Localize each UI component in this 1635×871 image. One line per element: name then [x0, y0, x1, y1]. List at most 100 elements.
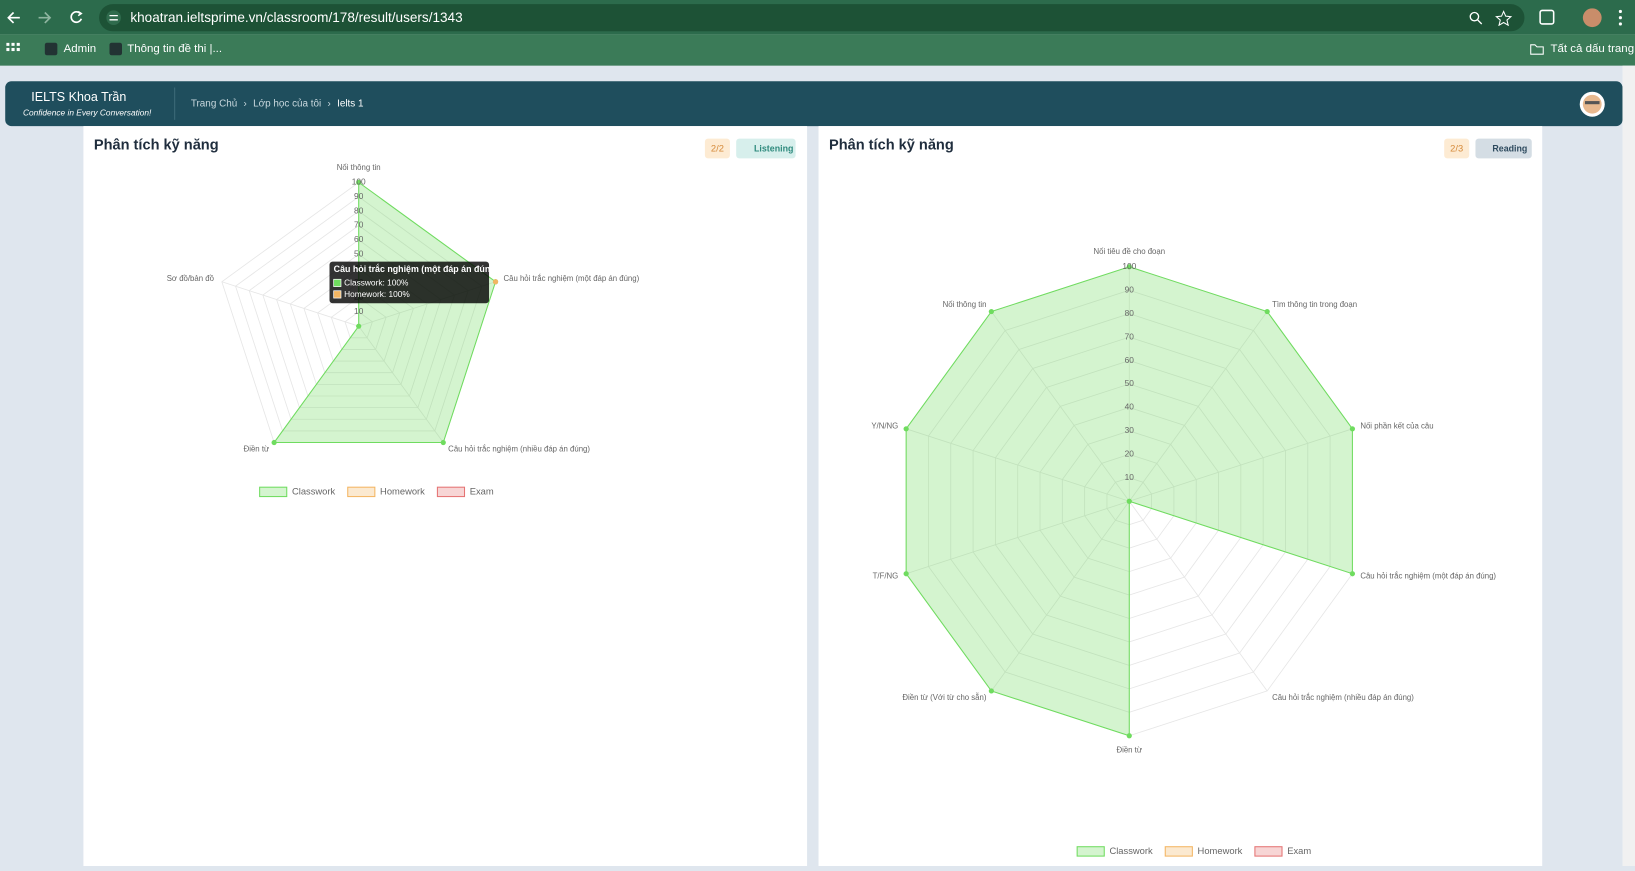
divider — [174, 87, 176, 120]
spoke — [906, 500, 1130, 575]
toolbar-icons[interactable] — [1537, 6, 1631, 29]
crumb[interactable]: Lớp học của tôi — [253, 97, 322, 110]
point — [1264, 308, 1270, 315]
radar-chart: Phân tích kỹ năng2/2Listening10203040506… — [94, 138, 796, 498]
r-tick-label: 20 — [1125, 449, 1135, 459]
point — [1349, 571, 1356, 577]
legend-label: Exam — [1287, 846, 1311, 856]
category-label: Nối tiêu đề cho đoạn — [1094, 247, 1166, 256]
point — [903, 571, 909, 577]
address-bar[interactable]: khoatran.ieltsprime.vn/classroom/178/res… — [99, 4, 1525, 32]
r-tick-label: 40 — [1125, 402, 1135, 412]
r-tick-label: 100 — [352, 177, 366, 187]
category-label: Nối thông tin — [943, 300, 987, 309]
category-label: Y/N/NG — [871, 421, 898, 430]
point — [356, 179, 362, 185]
breadcrumbs: Trang Chủ › Lớp học của tôi › Ielts 1 — [190, 97, 364, 110]
legend-swatch — [1164, 846, 1193, 857]
point — [492, 279, 499, 285]
favicon — [44, 42, 58, 56]
tooltip-title: Câu hỏi trắc nghiệm (một đáp án đúng) — [334, 263, 499, 274]
category-label: Nối thông tin — [337, 163, 381, 172]
grid-ring — [317, 282, 401, 362]
skill-card: Phân tích kỹ năng 2/3 Reading 10 20 30 40 50 60 7… — [818, 126, 1543, 867]
category-label: Điền từ (Với từ cho sẵn) — [902, 693, 986, 702]
badge-count: 2/2 — [711, 144, 724, 154]
skill-name: Reading — [1492, 143, 1527, 153]
spoke — [906, 428, 1130, 502]
r-tick-label: 50 — [1125, 378, 1135, 388]
r-tick-label: 70 — [354, 220, 364, 230]
crumb: Ielts 1 — [337, 97, 364, 110]
chart-title: Phân tích kỹ năng — [829, 138, 954, 154]
tooltip-line: Homework: 100% — [344, 289, 410, 299]
crumb[interactable]: Trang Chủ — [190, 97, 238, 110]
avatar[interactable] — [1579, 91, 1606, 118]
apps-icon[interactable] — [6, 42, 21, 58]
bookmark[interactable]: Thông tin đề thi |... — [127, 42, 223, 56]
point — [1126, 264, 1132, 270]
badge — [704, 138, 730, 159]
bookmarks-bar: Admin Thông tin đề thi |... Tất cả dấu t… — [0, 34, 1635, 66]
nav-icons[interactable] — [0, 0, 99, 34]
category-label: Câu hỏi trắc nghiệm (một đáp án đúng) — [503, 274, 639, 283]
category-label: Câu hỏi trắc nghiệm (một đáp án đúng) — [1360, 571, 1496, 580]
grid-ring — [344, 311, 373, 339]
chart-title: Phân tích kỹ năng — [94, 138, 219, 154]
spoke — [991, 311, 1130, 502]
legend-label: Homework — [380, 486, 425, 496]
point — [988, 688, 994, 694]
spoke — [358, 325, 444, 443]
point — [988, 308, 994, 315]
category-label: Câu hỏi trắc nghiệm (nhiều đáp án đúng) — [448, 444, 590, 453]
r-tick-label: 70 — [1125, 331, 1135, 341]
legend-swatch — [1254, 846, 1283, 857]
category-label: Tìm thông tin trong đoạn — [1272, 300, 1357, 309]
point — [903, 426, 909, 432]
r-tick-label: 10 — [354, 306, 364, 316]
point — [271, 439, 277, 446]
r-tick-label: 30 — [1125, 425, 1135, 435]
tooltip-line: Classwork: 100% — [344, 278, 409, 288]
point — [356, 323, 362, 329]
spoke — [991, 501, 1130, 692]
point — [440, 439, 446, 446]
r-tick-label: 60 — [1125, 355, 1135, 365]
brand[interactable]: IELTS Khoa Trần — [31, 89, 127, 105]
skill-badge — [736, 138, 796, 159]
spoke — [1128, 311, 1268, 502]
badge-count: 2/3 — [1450, 144, 1463, 154]
radar-chart: Phân tích kỹ năng 2/3 Reading 10 20 30 40 50 60 7… — [829, 138, 1532, 857]
tab-bar: khoatran.ieltsprime.vn/classroom/178/res… — [0, 0, 1635, 35]
point — [1126, 733, 1132, 739]
site-header: IELTS Khoa Trần Confidence in Every Conv… — [5, 81, 1623, 127]
legend-label: Classwork — [1109, 846, 1153, 856]
site-icon — [106, 10, 121, 26]
bookmark[interactable]: Admin — [63, 42, 97, 56]
series-area — [273, 181, 497, 444]
category-label: T/F/NG — [873, 571, 899, 580]
legend-label: Classwork — [292, 486, 336, 496]
tooltip-swatch — [333, 278, 342, 287]
category-label: Sơ đồ/bản đồ — [167, 274, 215, 283]
all-bookmarks[interactable]: Tất cả dấu trang — [1550, 42, 1635, 56]
legend-swatch — [347, 486, 376, 498]
r-tick-label: 90 — [354, 191, 364, 201]
r-tick-label: 80 — [354, 205, 364, 215]
address-icons[interactable] — [1467, 9, 1519, 27]
url: khoatran.ieltsprime.vn/classroom/178/res… — [130, 9, 463, 26]
spoke — [1129, 428, 1353, 502]
folder-icon — [1530, 44, 1544, 55]
scrollbar[interactable] — [1622, 65, 1635, 867]
favicon — [109, 42, 122, 56]
legend-swatch — [436, 486, 466, 498]
tagline: Confidence in Every Conversation! — [22, 108, 152, 118]
tooltip-swatch — [333, 290, 342, 299]
r-tick-label: 100 — [1122, 261, 1136, 271]
tooltip: Câu hỏi trắc nghiệm (một đáp án đúng) Cla… — [329, 261, 499, 304]
skill-name: Listening — [754, 143, 793, 153]
r-tick-label: 90 — [1125, 284, 1135, 294]
skill-badge — [1475, 138, 1532, 159]
r-tick-label: 80 — [1125, 308, 1135, 318]
